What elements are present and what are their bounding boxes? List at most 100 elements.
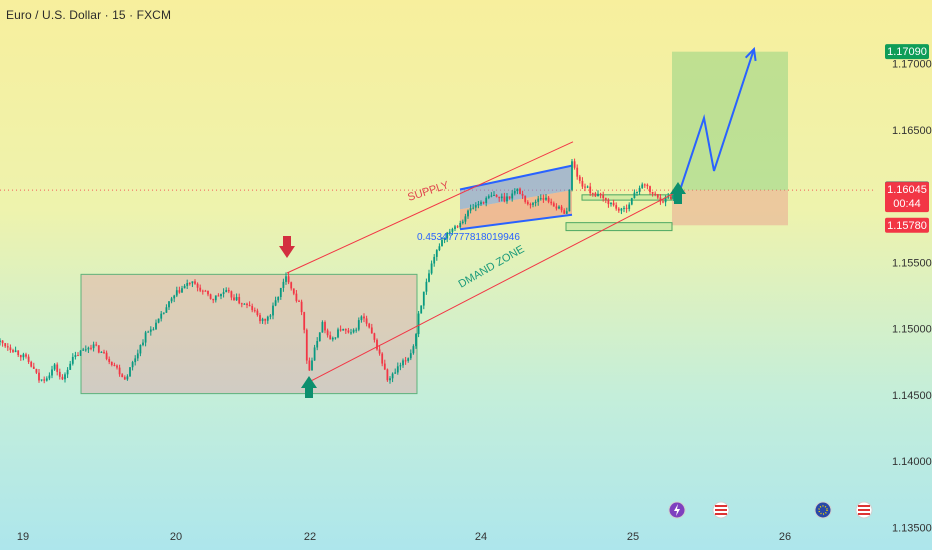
candle-body [147,331,150,333]
candle-body [438,246,441,251]
candle-body [360,316,363,321]
candle-body [240,303,243,305]
candle-body [394,372,397,374]
candle-body [149,329,152,332]
candle-body [144,332,147,343]
candle-body [368,323,371,328]
flag-channel-upper-fill [460,165,572,210]
candle-body [103,351,105,353]
candle-body [116,365,118,368]
candle-body [573,161,576,168]
candle-body [22,354,25,358]
candle-body [404,360,407,362]
candle-body [56,364,59,372]
y-axis-tick: 1.13500 [892,522,932,534]
candle-body [344,329,347,331]
us-flag-icon-stripe [858,513,870,515]
candle-body [212,298,215,301]
candle-body [576,167,579,177]
candle-body [209,294,212,299]
candle-body [373,333,376,340]
candle-body [214,295,217,301]
candle-body [204,290,207,292]
candle-body [113,364,116,366]
candle-body [428,273,430,282]
candle-body [584,186,586,188]
candle-body [586,186,589,188]
candle-body [503,196,506,202]
y-axis-tick: 1.17000 [892,59,932,71]
candle-body [487,196,490,198]
flag-channel-lower-fill [460,190,572,230]
candle-body [667,196,670,198]
candle-body [308,360,311,371]
candle-body [625,207,628,209]
candle-body [168,301,170,308]
price-tag-text-last-price: 1.16045 [887,184,927,196]
candle-body [347,330,350,333]
candle-body [1,340,4,344]
candle-body [662,201,664,203]
candle-body [139,345,142,354]
candle-body [607,199,610,205]
candle-body [425,281,428,292]
candle-body [597,193,599,197]
x-axis-tick: 24 [475,531,487,543]
candle-body [285,276,287,282]
candle-body [313,347,316,361]
candle-body [490,195,493,197]
consolidation-range-box [80,273,418,395]
symbol-title: Euro / U.S. Dollar · 15 · FXCM [6,8,172,22]
candle-body [399,365,402,367]
candle-body [12,350,14,352]
candle-body [664,196,667,203]
candle-body [407,358,410,361]
candle-body [266,316,269,321]
candle-body [435,250,438,257]
candle-body [589,186,592,194]
candle-body [417,313,420,335]
candle-body [480,202,482,205]
candle-body [357,320,360,330]
candle-body [646,184,649,187]
candle-body [311,360,313,371]
candle-body [545,197,547,200]
candle-body [51,369,53,376]
candle-body [630,198,633,205]
candle-body [238,297,241,304]
candle-body [560,206,563,211]
candle-body [235,297,238,301]
candle-body [552,203,555,207]
candle-body [513,191,516,194]
x-axis-tick: 26 [779,531,791,543]
candle-body [539,198,542,200]
price-tag-text-target: 1.17090 [887,46,927,58]
candle-body [472,207,475,209]
us-flag-icon-stripe [858,505,870,507]
candle-body [292,288,295,294]
candle-body [295,293,298,301]
candle-body [565,211,568,214]
candle-body [217,295,220,297]
candle-body [363,316,365,319]
candle-body [0,340,1,342]
candle-body [581,180,584,187]
x-axis-tick: 22 [304,531,316,543]
candle-body [446,232,449,239]
us-flag-icon-stripe [858,509,870,511]
candle-body [222,292,225,294]
candle-body [636,191,638,193]
candle-body [485,197,488,204]
price-tag-target [885,44,929,60]
candle-body [155,322,157,330]
candle-body [474,205,477,208]
candle-body [532,203,534,205]
candle-body [227,290,230,292]
candle-body [599,193,602,196]
candle-body [38,372,40,381]
candle-body [142,342,144,346]
candle-body [233,297,235,301]
candle-body [123,377,126,380]
